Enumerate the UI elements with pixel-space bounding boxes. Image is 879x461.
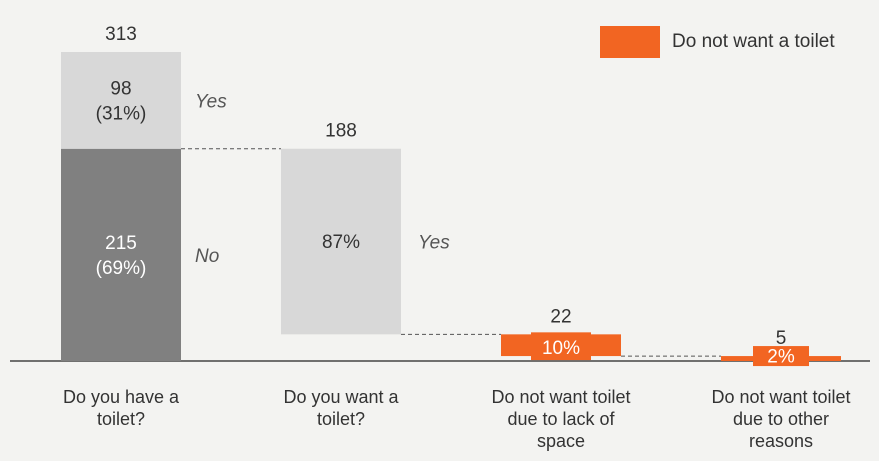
segment-label-0-0-0: 215 — [105, 233, 137, 254]
category-label-3-2: reasons — [749, 431, 813, 451]
side-label-yes-1: Yes — [418, 233, 450, 254]
segment-label-bg-2 — [531, 332, 591, 361]
segment-label-2-0-0: 10% — [542, 338, 580, 359]
bar-segment-1-0 — [281, 148, 401, 335]
category-label-3-0: Do not want toilet — [711, 387, 850, 407]
legend-label: Do not want a toilet — [672, 31, 835, 52]
side-label-no-0: No — [195, 246, 219, 267]
bar-total-label-0: 313 — [105, 24, 137, 45]
bar-total-label-1: 188 — [325, 121, 357, 142]
segment-label-0-1-0: 98 — [110, 79, 131, 100]
segment-label-0-1-1: (31%) — [96, 103, 147, 124]
segment-label-bg-3 — [753, 346, 809, 367]
category-label-2-1: due to lack of — [507, 409, 615, 429]
segment-label-3-0-0: 2% — [767, 347, 795, 368]
bar-segment-0-0 — [61, 148, 181, 361]
bar-segment-0-1 — [61, 52, 181, 149]
category-label-2-2: space — [537, 431, 585, 451]
bar-total-label-3: 5 — [776, 328, 787, 349]
category-label-1-0: Do you want a — [283, 387, 399, 407]
category-label-0-0: Do you have a — [63, 387, 180, 407]
legend: Do not want a toilet — [600, 26, 835, 58]
segment-label-1-0-0: 87% — [322, 232, 360, 253]
category-label-0-1: toilet? — [97, 409, 145, 429]
legend-swatch-orange — [600, 26, 660, 58]
side-label-yes-0: Yes — [195, 91, 227, 112]
category-label-2-0: Do not want toilet — [491, 387, 630, 407]
bar-total-label-2: 22 — [550, 306, 571, 327]
category-label-3-1: due to other — [733, 409, 829, 429]
category-label-1-1: toilet? — [317, 409, 365, 429]
segment-label-0-0-1: (69%) — [96, 258, 147, 279]
